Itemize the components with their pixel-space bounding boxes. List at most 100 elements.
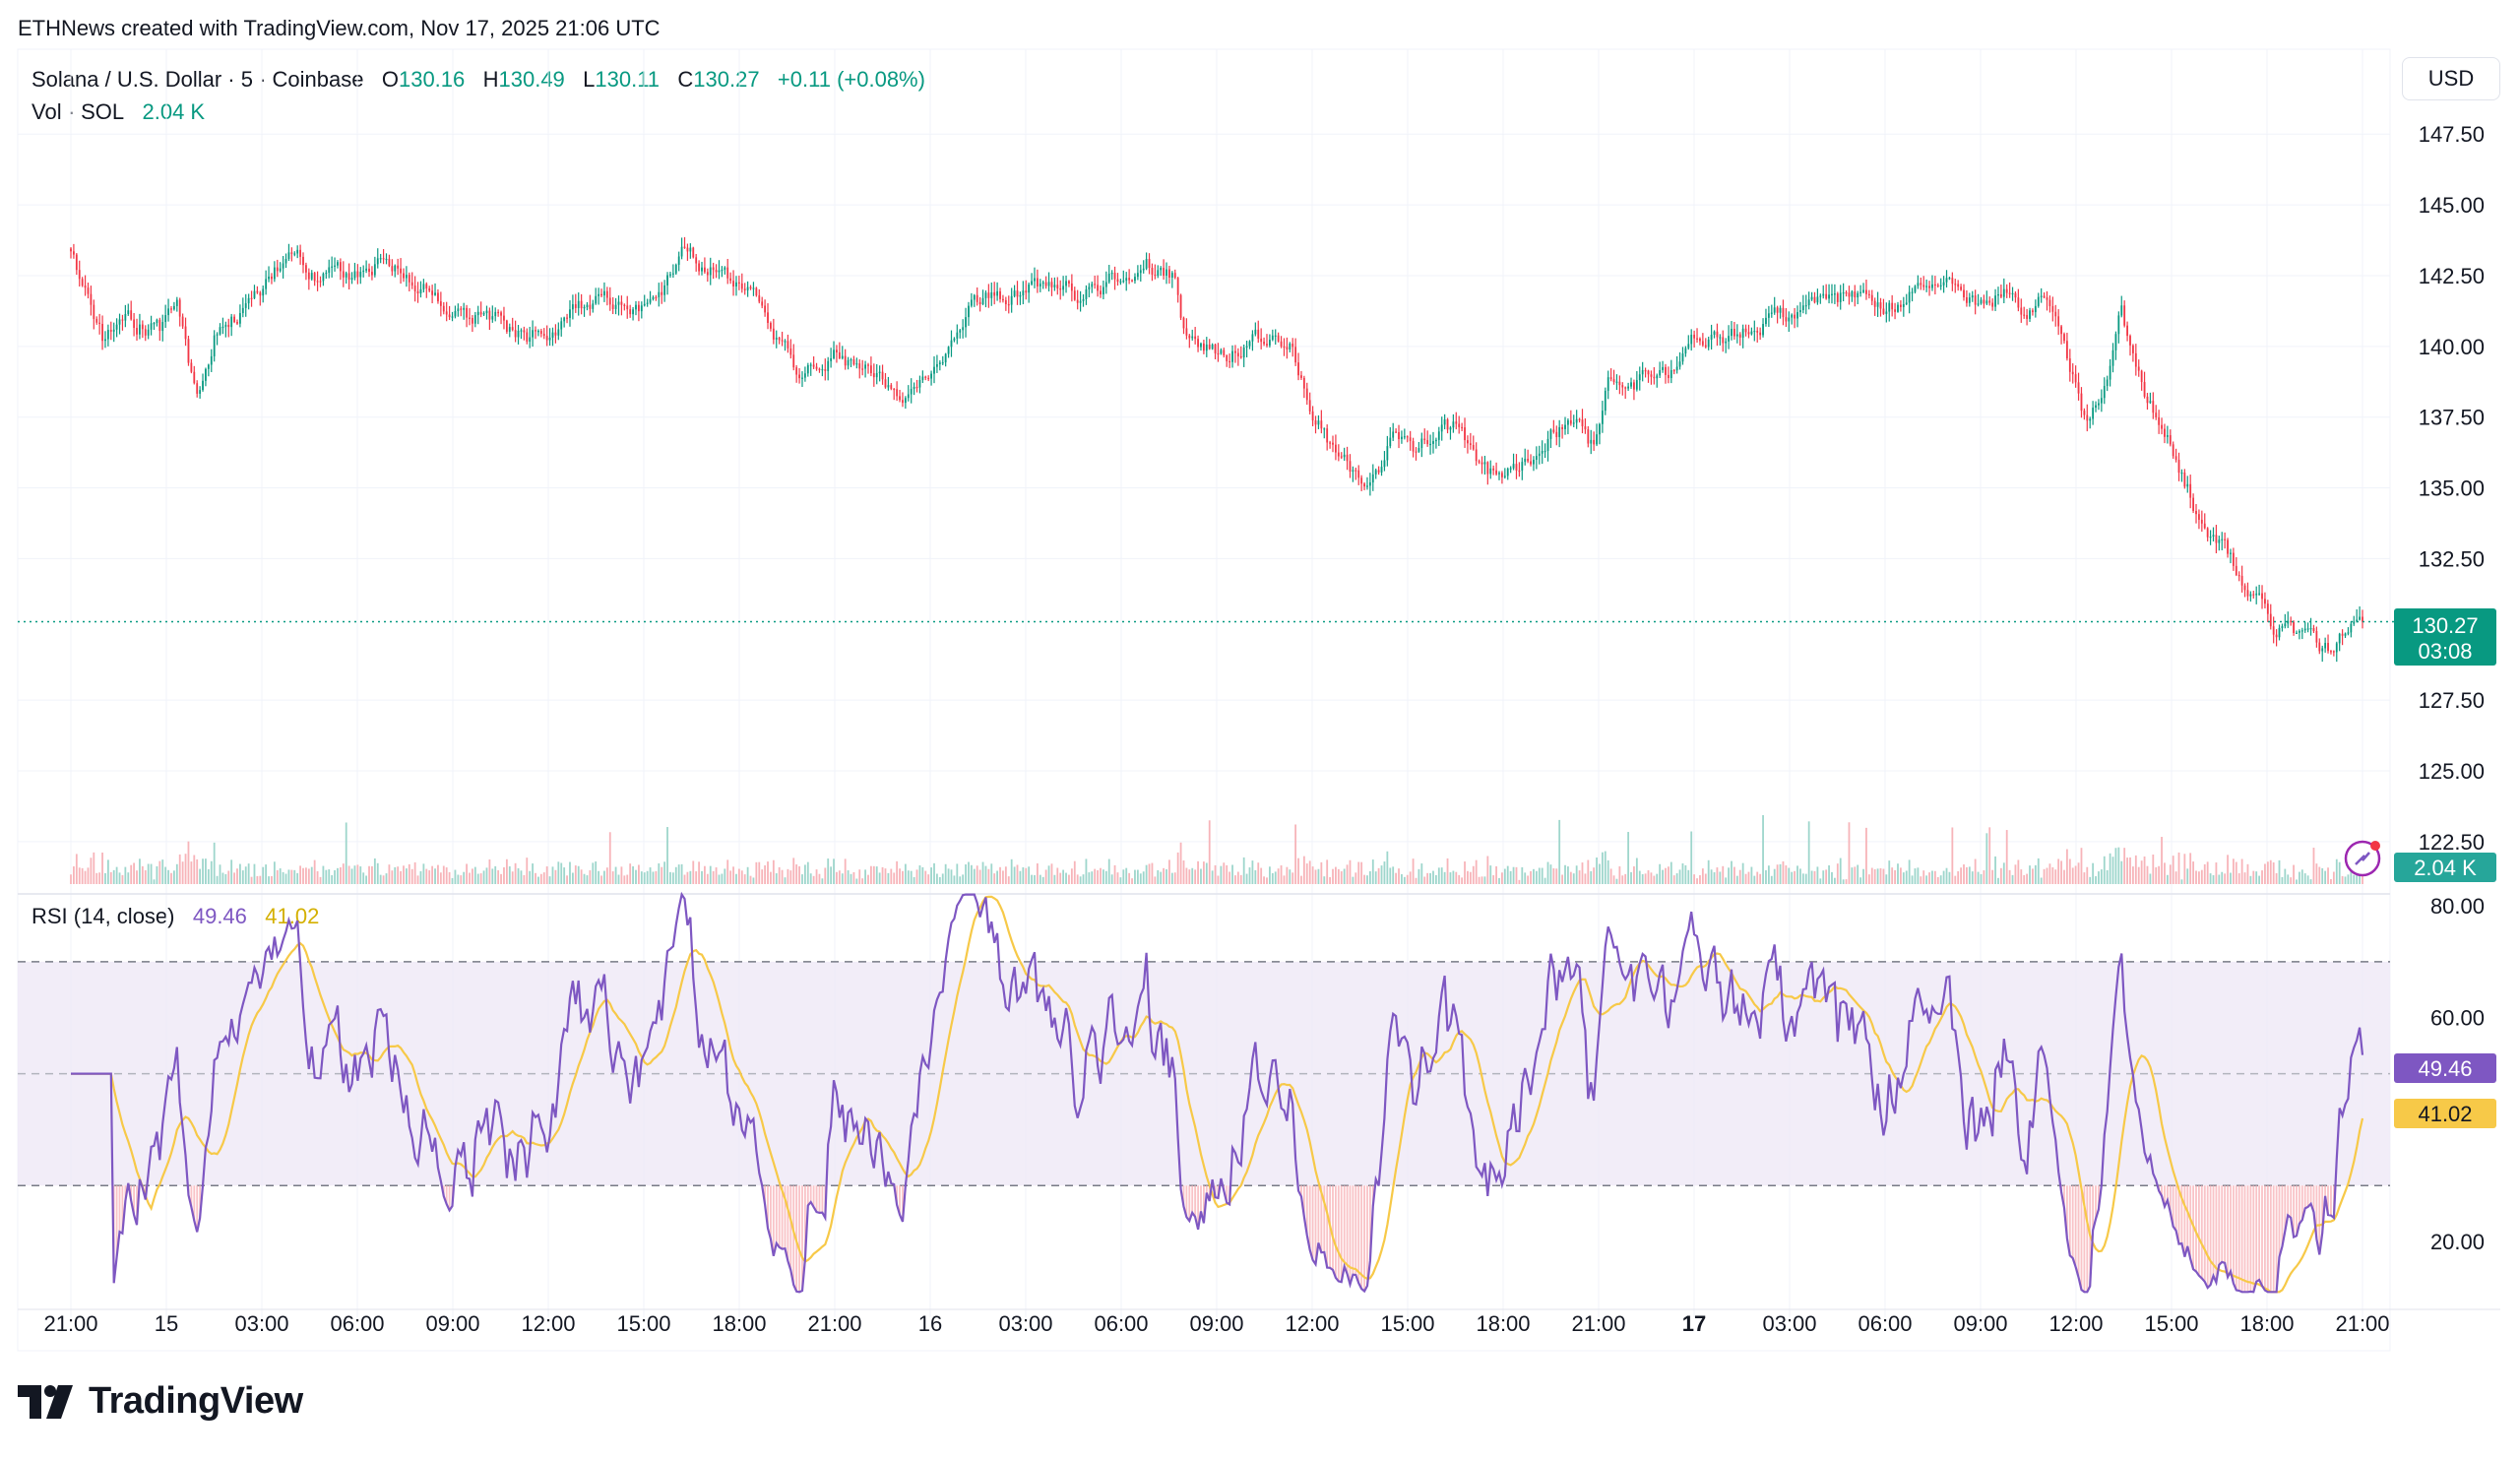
candle: [1747, 324, 1750, 339]
price-tick-label: 132.50: [2419, 546, 2485, 571]
candle: [210, 349, 213, 372]
volume-bar: [827, 858, 830, 884]
volume-bar: [1070, 868, 1073, 884]
candle-body: [605, 290, 608, 298]
candle: [1785, 308, 1788, 328]
volume-bar: [1731, 860, 1732, 884]
candle-body: [181, 316, 184, 327]
volume-bar: [400, 870, 402, 884]
volume-bar: [2060, 860, 2062, 884]
candle-body: [970, 299, 973, 306]
volume-bar: [259, 875, 262, 884]
candle-body: [803, 373, 806, 378]
candle-body: [1541, 451, 1544, 454]
candle: [798, 368, 800, 384]
candle-body: [371, 272, 373, 276]
candle: [1495, 462, 1497, 476]
candle: [479, 301, 482, 318]
candle: [2120, 295, 2123, 318]
candle: [2026, 308, 2029, 326]
volume-bar: [307, 868, 310, 884]
candle-body: [2246, 590, 2249, 597]
volume-bar: [1251, 860, 1254, 884]
candle: [896, 381, 899, 402]
candle-body: [262, 288, 265, 296]
volume-bar: [153, 879, 156, 884]
candle: [1366, 476, 1368, 490]
volume-bar: [405, 868, 408, 884]
candle-body: [887, 385, 890, 388]
volume-bar: [999, 866, 1001, 884]
candle-body: [1546, 438, 1549, 451]
volume-bar: [2287, 874, 2290, 884]
candle-body: [2086, 414, 2089, 421]
candle: [1354, 467, 1357, 480]
candle-body: [1406, 436, 1409, 438]
candle-body: [689, 247, 692, 252]
volume-bar: [2129, 857, 2131, 884]
candle-body: [2008, 292, 2011, 294]
candle-body: [84, 286, 87, 288]
volume-bar: [1226, 864, 1228, 884]
volume-bar: [1728, 867, 1730, 884]
candle-body: [1882, 308, 1885, 314]
candle: [592, 299, 595, 313]
candle-body: [1305, 388, 1308, 401]
volume-bar: [1335, 866, 1337, 884]
candle: [1211, 343, 1214, 350]
candle: [732, 270, 734, 296]
candle-body: [313, 273, 316, 282]
volume-bar: [397, 866, 400, 884]
volume-bar: [592, 862, 595, 884]
rsi-label[interactable]: RSI (14, close): [32, 904, 175, 928]
volume-bar: [1349, 859, 1352, 884]
volume-bar: [1867, 874, 1870, 884]
candle: [1704, 338, 1707, 349]
volume-bar: [1779, 863, 1782, 884]
candle-body: [2252, 594, 2255, 596]
candle-body: [2152, 401, 2155, 413]
volume-bar: [806, 861, 809, 884]
volume-bar: [1530, 870, 1532, 884]
candle-body: [1741, 328, 1744, 338]
candle: [1644, 367, 1647, 378]
candle: [1612, 369, 1615, 385]
volume-bar: [413, 861, 416, 884]
volume-bar: [933, 862, 935, 884]
volume-bar: [1587, 859, 1590, 884]
candle: [1194, 327, 1197, 345]
volume-bar: [669, 871, 671, 884]
candle-body: [1581, 419, 1584, 427]
candle-body: [1922, 285, 1925, 287]
magic-icon[interactable]: [2344, 840, 2381, 877]
candle: [1948, 277, 1951, 281]
candle: [2224, 532, 2227, 549]
volume-bar: [746, 866, 749, 884]
volume-bar: [1999, 867, 2002, 884]
chart-canvas[interactable]: 147.50145.00142.50140.00137.50135.00132.…: [0, 0, 2520, 1378]
candle-body: [282, 263, 284, 269]
candle: [2155, 405, 2158, 420]
candle: [1039, 279, 1041, 292]
volume-bar: [482, 870, 485, 884]
volume-bar: [156, 865, 158, 884]
candle: [2146, 393, 2149, 411]
candle: [1870, 289, 1873, 305]
volume-bar: [620, 866, 623, 884]
candle: [1122, 270, 1125, 284]
candle: [2098, 399, 2100, 411]
volume-bar: [2198, 871, 2200, 884]
symbol-title[interactable]: Solana / U.S. Dollar · 5 · Coinbase: [32, 67, 364, 92]
candle-body: [1609, 377, 1612, 380]
candle-body: [1845, 292, 1848, 294]
candle-body: [1900, 304, 1902, 307]
brand[interactable]: TradingView: [18, 1380, 303, 1423]
volume-bar: [1461, 877, 1464, 884]
candle-body: [337, 262, 339, 266]
candle: [508, 323, 511, 338]
candle-body: [488, 310, 491, 320]
currency-button[interactable]: USD: [2402, 57, 2500, 100]
candle-body: [485, 310, 488, 314]
volume-label[interactable]: Vol · SOL: [32, 99, 125, 124]
candle: [259, 290, 262, 306]
